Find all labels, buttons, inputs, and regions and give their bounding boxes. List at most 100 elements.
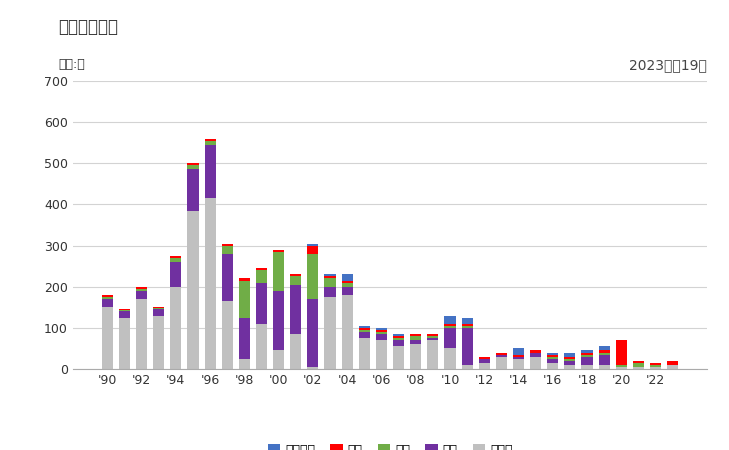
Bar [582,365,593,369]
Bar [308,254,319,299]
Bar [239,318,250,359]
Bar [359,338,370,369]
Bar [445,348,456,369]
Bar [171,262,182,287]
Bar [667,361,678,365]
Bar [119,310,130,311]
Bar [564,352,575,357]
Bar [102,299,113,307]
Bar [187,170,198,211]
Bar [290,285,301,334]
Bar [153,308,164,309]
Bar [547,359,558,363]
Bar [633,361,644,363]
Bar [308,243,319,246]
Bar [222,246,233,254]
Legend: ベトナム, 韓国, 台湾, 中国, その他: ベトナム, 韓国, 台湾, 中国, その他 [262,439,518,450]
Text: 2023年：19台: 2023年：19台 [629,58,707,72]
Bar [342,280,353,283]
Bar [650,365,661,367]
Bar [324,297,335,369]
Bar [153,309,164,315]
Bar [187,165,198,170]
Bar [376,340,387,369]
Bar [633,367,644,369]
Bar [342,283,353,287]
Bar [650,367,661,369]
Bar [308,367,319,369]
Bar [582,351,593,352]
Bar [256,270,267,283]
Bar [273,252,284,291]
Bar [222,254,233,301]
Bar [273,291,284,351]
Bar [324,274,335,276]
Bar [239,280,250,318]
Bar [239,279,250,280]
Bar [359,330,370,332]
Bar [136,291,147,299]
Bar [393,334,404,336]
Bar [324,279,335,287]
Bar [119,318,130,369]
Bar [496,355,507,357]
Bar [616,365,627,367]
Bar [445,328,456,348]
Bar [564,359,575,361]
Bar [308,246,319,254]
Bar [256,324,267,369]
Bar [427,334,438,336]
Bar [479,359,490,363]
Bar [393,346,404,369]
Bar [445,315,456,324]
Bar [633,363,644,367]
Bar [342,287,353,295]
Bar [547,363,558,369]
Bar [205,139,216,141]
Bar [513,359,524,369]
Bar [650,363,661,365]
Bar [530,357,541,369]
Bar [616,367,627,369]
Text: 単位:台: 単位:台 [58,58,85,72]
Bar [256,283,267,324]
Bar [102,307,113,369]
Bar [376,334,387,340]
Bar [376,332,387,334]
Bar [153,315,164,369]
Bar [564,361,575,365]
Bar [273,250,284,252]
Bar [530,352,541,357]
Bar [410,344,421,369]
Bar [290,276,301,285]
Bar [599,351,609,352]
Bar [564,365,575,369]
Bar [461,324,472,326]
Bar [324,287,335,297]
Bar [359,326,370,328]
Bar [393,338,404,340]
Bar [547,357,558,359]
Bar [359,332,370,338]
Bar [461,326,472,328]
Bar [599,355,609,365]
Bar [376,330,387,332]
Bar [530,351,541,352]
Bar [222,243,233,246]
Bar [667,365,678,369]
Bar [273,351,284,369]
Bar [410,340,421,344]
Bar [599,346,609,351]
Bar [547,352,558,355]
Bar [187,163,198,165]
Bar [496,357,507,369]
Bar [376,328,387,330]
Bar [513,348,524,355]
Bar [564,357,575,359]
Bar [222,301,233,369]
Bar [479,357,490,359]
Bar [410,334,421,336]
Bar [513,355,524,357]
Bar [393,336,404,338]
Bar [256,268,267,270]
